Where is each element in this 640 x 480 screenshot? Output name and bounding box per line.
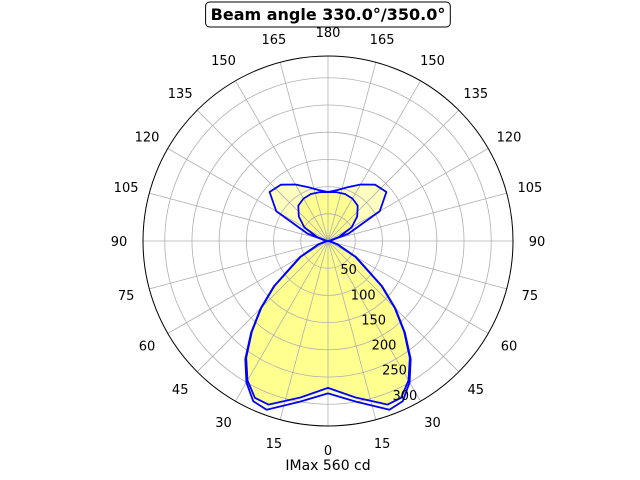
angle-tick-label: 15 [374,437,391,452]
angle-tick-label: 60 [139,340,156,355]
angle-tick-label: 45 [172,383,189,398]
radial-tick-label: 200 [372,339,397,354]
angular-gridline [149,192,329,242]
angle-tick-label: 0 [324,444,332,459]
angular-gridline [235,240,329,402]
angular-gridline [327,109,460,242]
angle-tick-label: 90 [111,235,128,250]
angle-tick-label: 75 [118,289,135,304]
angle-tick-label: 150 [420,54,445,69]
radial-tick-label: 50 [340,263,357,278]
angle-tick-label: 105 [517,181,542,196]
series-line-2 [245,191,411,406]
angle-tick-label: 75 [522,289,539,304]
angle-tick-label: 30 [424,416,441,431]
angular-gridline [327,62,377,242]
angle-tick-label: 150 [211,54,236,69]
angular-gridline [235,80,329,242]
radial-tick-label: 100 [351,288,376,303]
radial-tick-labels: 50 100 150 200 250 300 [340,263,417,404]
angular-gridline [279,240,329,420]
angle-tick-label: 120 [497,131,522,146]
series-lines [244,183,412,411]
angular-gridline [327,240,507,290]
angle-tick-label: 135 [168,87,193,102]
angle-tick-label: 45 [468,383,485,398]
angle-tick-label: 90 [529,235,546,250]
radial-tick-label: 300 [393,389,418,404]
angle-tick-label: 165 [370,33,395,48]
angular-gridline [327,148,489,242]
polar-frame [142,55,514,427]
angular-gridline [279,62,329,242]
x-axis-label: IMax 560 cd [285,458,370,474]
angular-gridline [327,80,421,242]
angle-tick-label: 60 [501,340,518,355]
chart-title-box: Beam angle 330.0°/350.0° [205,1,451,28]
angular-gridline [167,148,329,242]
radial-tick-label: 150 [361,313,386,328]
angular-gridline [149,240,329,290]
radial-tick-label: 250 [382,364,407,379]
angle-tick-label: 105 [114,181,139,196]
angular-gridline [327,240,377,420]
chart-title: Beam angle 330.0°/350.0° [211,5,446,24]
angle-tick-label: 165 [261,33,286,48]
angle-tick-label: 30 [215,416,232,431]
angle-tick-label: 15 [266,437,283,452]
title-box [205,1,451,28]
angle-tick-label: 135 [463,87,488,102]
angular-gridline [327,240,421,402]
angular-gridline [327,192,507,242]
angle-tick-label: 180 [316,26,341,41]
angular-gridline [196,109,329,242]
angle-tick-label: 120 [135,131,160,146]
angle-tick-labels: 0 15 30 45 60 75 90 105 120 135 150 165 180 165 150 135… [111,26,546,459]
